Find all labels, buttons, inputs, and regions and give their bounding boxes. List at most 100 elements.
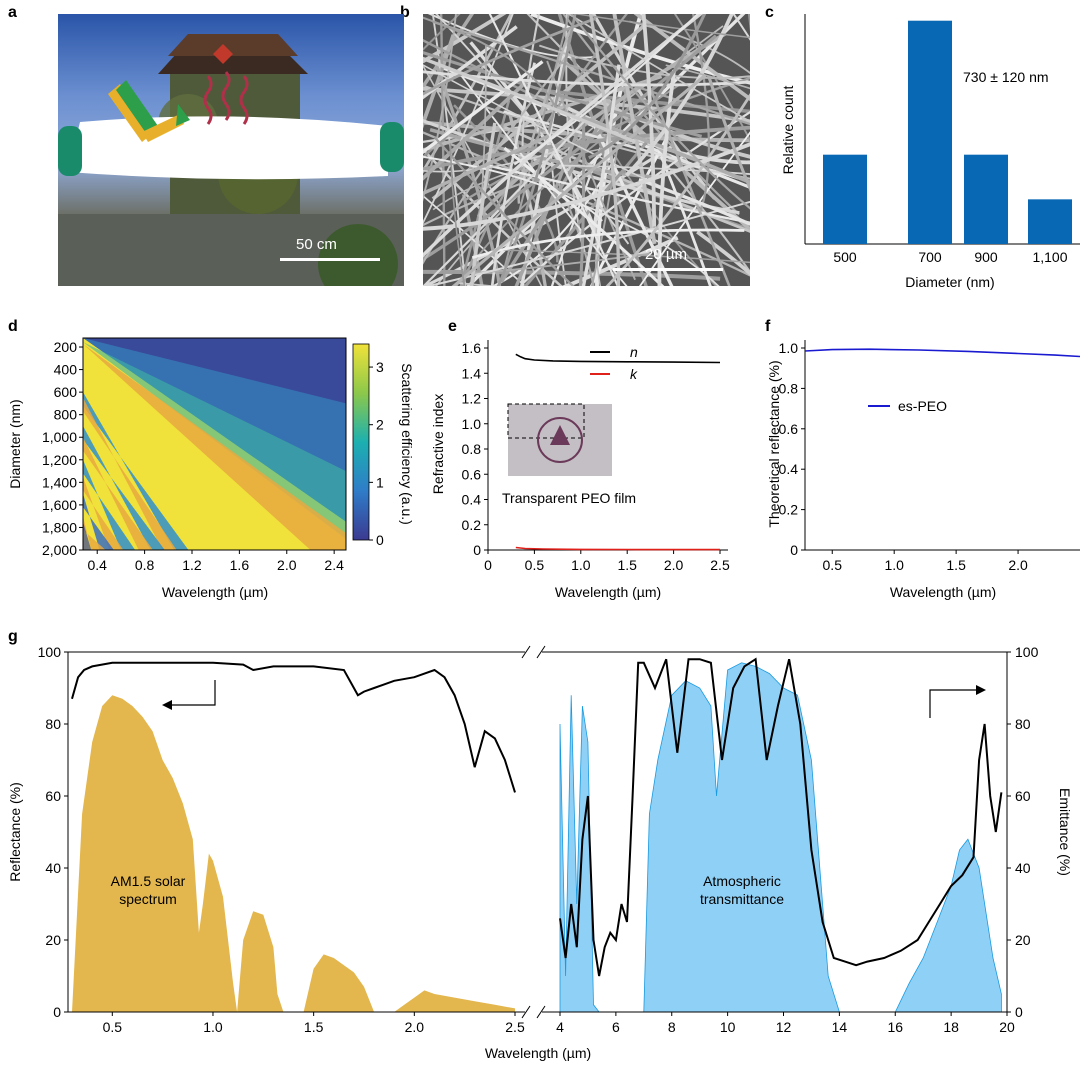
f-y-label: Theoretical reflectance (%) xyxy=(766,360,782,527)
g-ytick-label-right: 40 xyxy=(1015,860,1031,876)
g-reflectance-line xyxy=(71,661,516,793)
sem-fiber xyxy=(458,71,628,286)
photo-a-illustration xyxy=(58,34,404,286)
e-ytick-label: 1.2 xyxy=(462,391,482,407)
e-ytick-label: 0.4 xyxy=(462,492,482,508)
sem-fiber xyxy=(423,134,550,196)
f-xtick-label: 1.5 xyxy=(946,557,966,573)
sem-fiber xyxy=(451,73,707,286)
e-ytick-label: 0 xyxy=(473,542,481,558)
d-fringe xyxy=(83,516,106,550)
sem-fiber xyxy=(638,178,750,226)
sem-fiber xyxy=(649,89,731,286)
f-ytick-label: 0.4 xyxy=(779,461,799,477)
e-ytick-label: 1.6 xyxy=(462,340,482,356)
sem-fiber xyxy=(624,14,734,177)
d-xtick-label: 2.0 xyxy=(277,557,297,573)
e-ytick-label: 0.6 xyxy=(462,466,482,482)
d-xtick-label: 0.8 xyxy=(135,557,155,573)
e-xtick-label: 1.0 xyxy=(571,557,591,573)
sem-fiber xyxy=(423,125,750,172)
sem-fiber xyxy=(588,14,621,286)
panel-letter-f: f xyxy=(765,318,771,335)
f-ytick-label: 0 xyxy=(790,542,798,558)
e-ytick-label: 1.0 xyxy=(462,416,482,432)
c-bar-700 xyxy=(908,20,952,244)
sem-fiber xyxy=(423,14,457,202)
e-xtick-label: 2.0 xyxy=(664,557,684,573)
panel-letter-c: c xyxy=(765,4,774,21)
panel-letter-b: b xyxy=(400,4,410,21)
d-ytick-label: 1,000 xyxy=(42,429,77,445)
f-ytick-label: 0.6 xyxy=(779,421,799,437)
sem-fiber xyxy=(499,249,750,264)
g-ytick-label-right: 80 xyxy=(1015,716,1031,732)
panel-letter-g: g xyxy=(8,628,18,645)
e-legend-n-label: n xyxy=(630,344,638,360)
sem-fiber xyxy=(423,25,518,100)
d-ytick-label: 1,800 xyxy=(42,519,77,535)
c-xtick-label: 500 xyxy=(833,249,857,265)
sem-fiber xyxy=(423,14,514,225)
f-series-es-peo xyxy=(804,348,1080,358)
d-xtick-label: 1.6 xyxy=(230,557,250,573)
c-x-label: Diameter (nm) xyxy=(905,274,994,290)
sem-fiber xyxy=(665,64,750,90)
d-ytick-label: 400 xyxy=(54,362,78,378)
g-axis-break-top xyxy=(521,645,546,659)
g-xtick-label-right: 14 xyxy=(832,1019,848,1035)
sem-fiber xyxy=(556,178,595,286)
sem-fiber xyxy=(423,147,563,286)
g-solar-spectrum-area xyxy=(72,695,515,1012)
sem-fiber xyxy=(521,110,750,286)
g-ytick-label-left: 100 xyxy=(38,644,62,660)
d-ytick-label: 800 xyxy=(54,407,78,423)
d-ytick-label: 1,600 xyxy=(42,497,77,513)
sem-fiber xyxy=(423,60,544,155)
g-y-label-right: Emittance (%) xyxy=(1057,788,1073,876)
sem-fiber xyxy=(591,14,716,200)
d-cbar-tick-label: 1 xyxy=(376,474,384,490)
d-ytick-label: 1,200 xyxy=(42,452,77,468)
c-xtick-label: 900 xyxy=(974,249,998,265)
d-xtick-label: 0.4 xyxy=(87,557,107,573)
sem-fiber xyxy=(605,92,750,286)
e-xtick-label: 0 xyxy=(484,557,492,573)
e-y-label: Refractive index xyxy=(430,394,446,494)
e-legend-k-label: k xyxy=(630,366,638,382)
g-xtick-label-right: 6 xyxy=(612,1019,620,1035)
d-ytick-label: 600 xyxy=(54,384,78,400)
g-xtick-label-right: 12 xyxy=(776,1019,792,1035)
sem-image-fibers: 20 µm xyxy=(423,14,750,286)
sem-fiber xyxy=(633,14,750,102)
sem-fiber xyxy=(423,143,676,286)
e-inset-dashed-box xyxy=(507,403,585,439)
d-colorbar-label: Scattering efficiency (a.u.) xyxy=(399,363,415,525)
sem-fiber xyxy=(449,143,466,286)
sem-fiber xyxy=(571,112,750,185)
g-annotation-solar: AM1.5 solar spectrum xyxy=(111,873,186,907)
d-ytick-label: 200 xyxy=(54,339,78,355)
sem-fiber xyxy=(471,228,745,259)
sem-fiber xyxy=(570,14,750,210)
sem-fiber xyxy=(423,16,561,117)
g-ytick-label-right: 0 xyxy=(1015,1004,1023,1020)
f-ytick-label: 0.2 xyxy=(779,502,799,518)
g-ytick-label-left: 40 xyxy=(45,860,61,876)
panel-c-histogram: Relative count Diameter (nm) 730 ± 120 n… xyxy=(780,14,1080,290)
d-colorbar xyxy=(352,343,370,541)
e-ytick-label: 1.4 xyxy=(462,365,482,381)
c-xtick-label: 700 xyxy=(918,249,942,265)
sem-fiber xyxy=(659,155,712,286)
sem-fiber xyxy=(496,14,577,286)
d-ytick-label: 1,400 xyxy=(42,474,77,490)
d-cbar-tick-label: 3 xyxy=(376,359,384,375)
e-ytick-label: 0.8 xyxy=(462,441,482,457)
g-y-label-left: Reflectance (%) xyxy=(7,782,23,882)
f-xtick-label: 0.5 xyxy=(823,557,843,573)
panel-letter-a: a xyxy=(8,4,17,21)
sem-fiber xyxy=(423,120,586,286)
panel-letter-d: d xyxy=(8,318,18,335)
sem-fiber xyxy=(427,14,600,59)
